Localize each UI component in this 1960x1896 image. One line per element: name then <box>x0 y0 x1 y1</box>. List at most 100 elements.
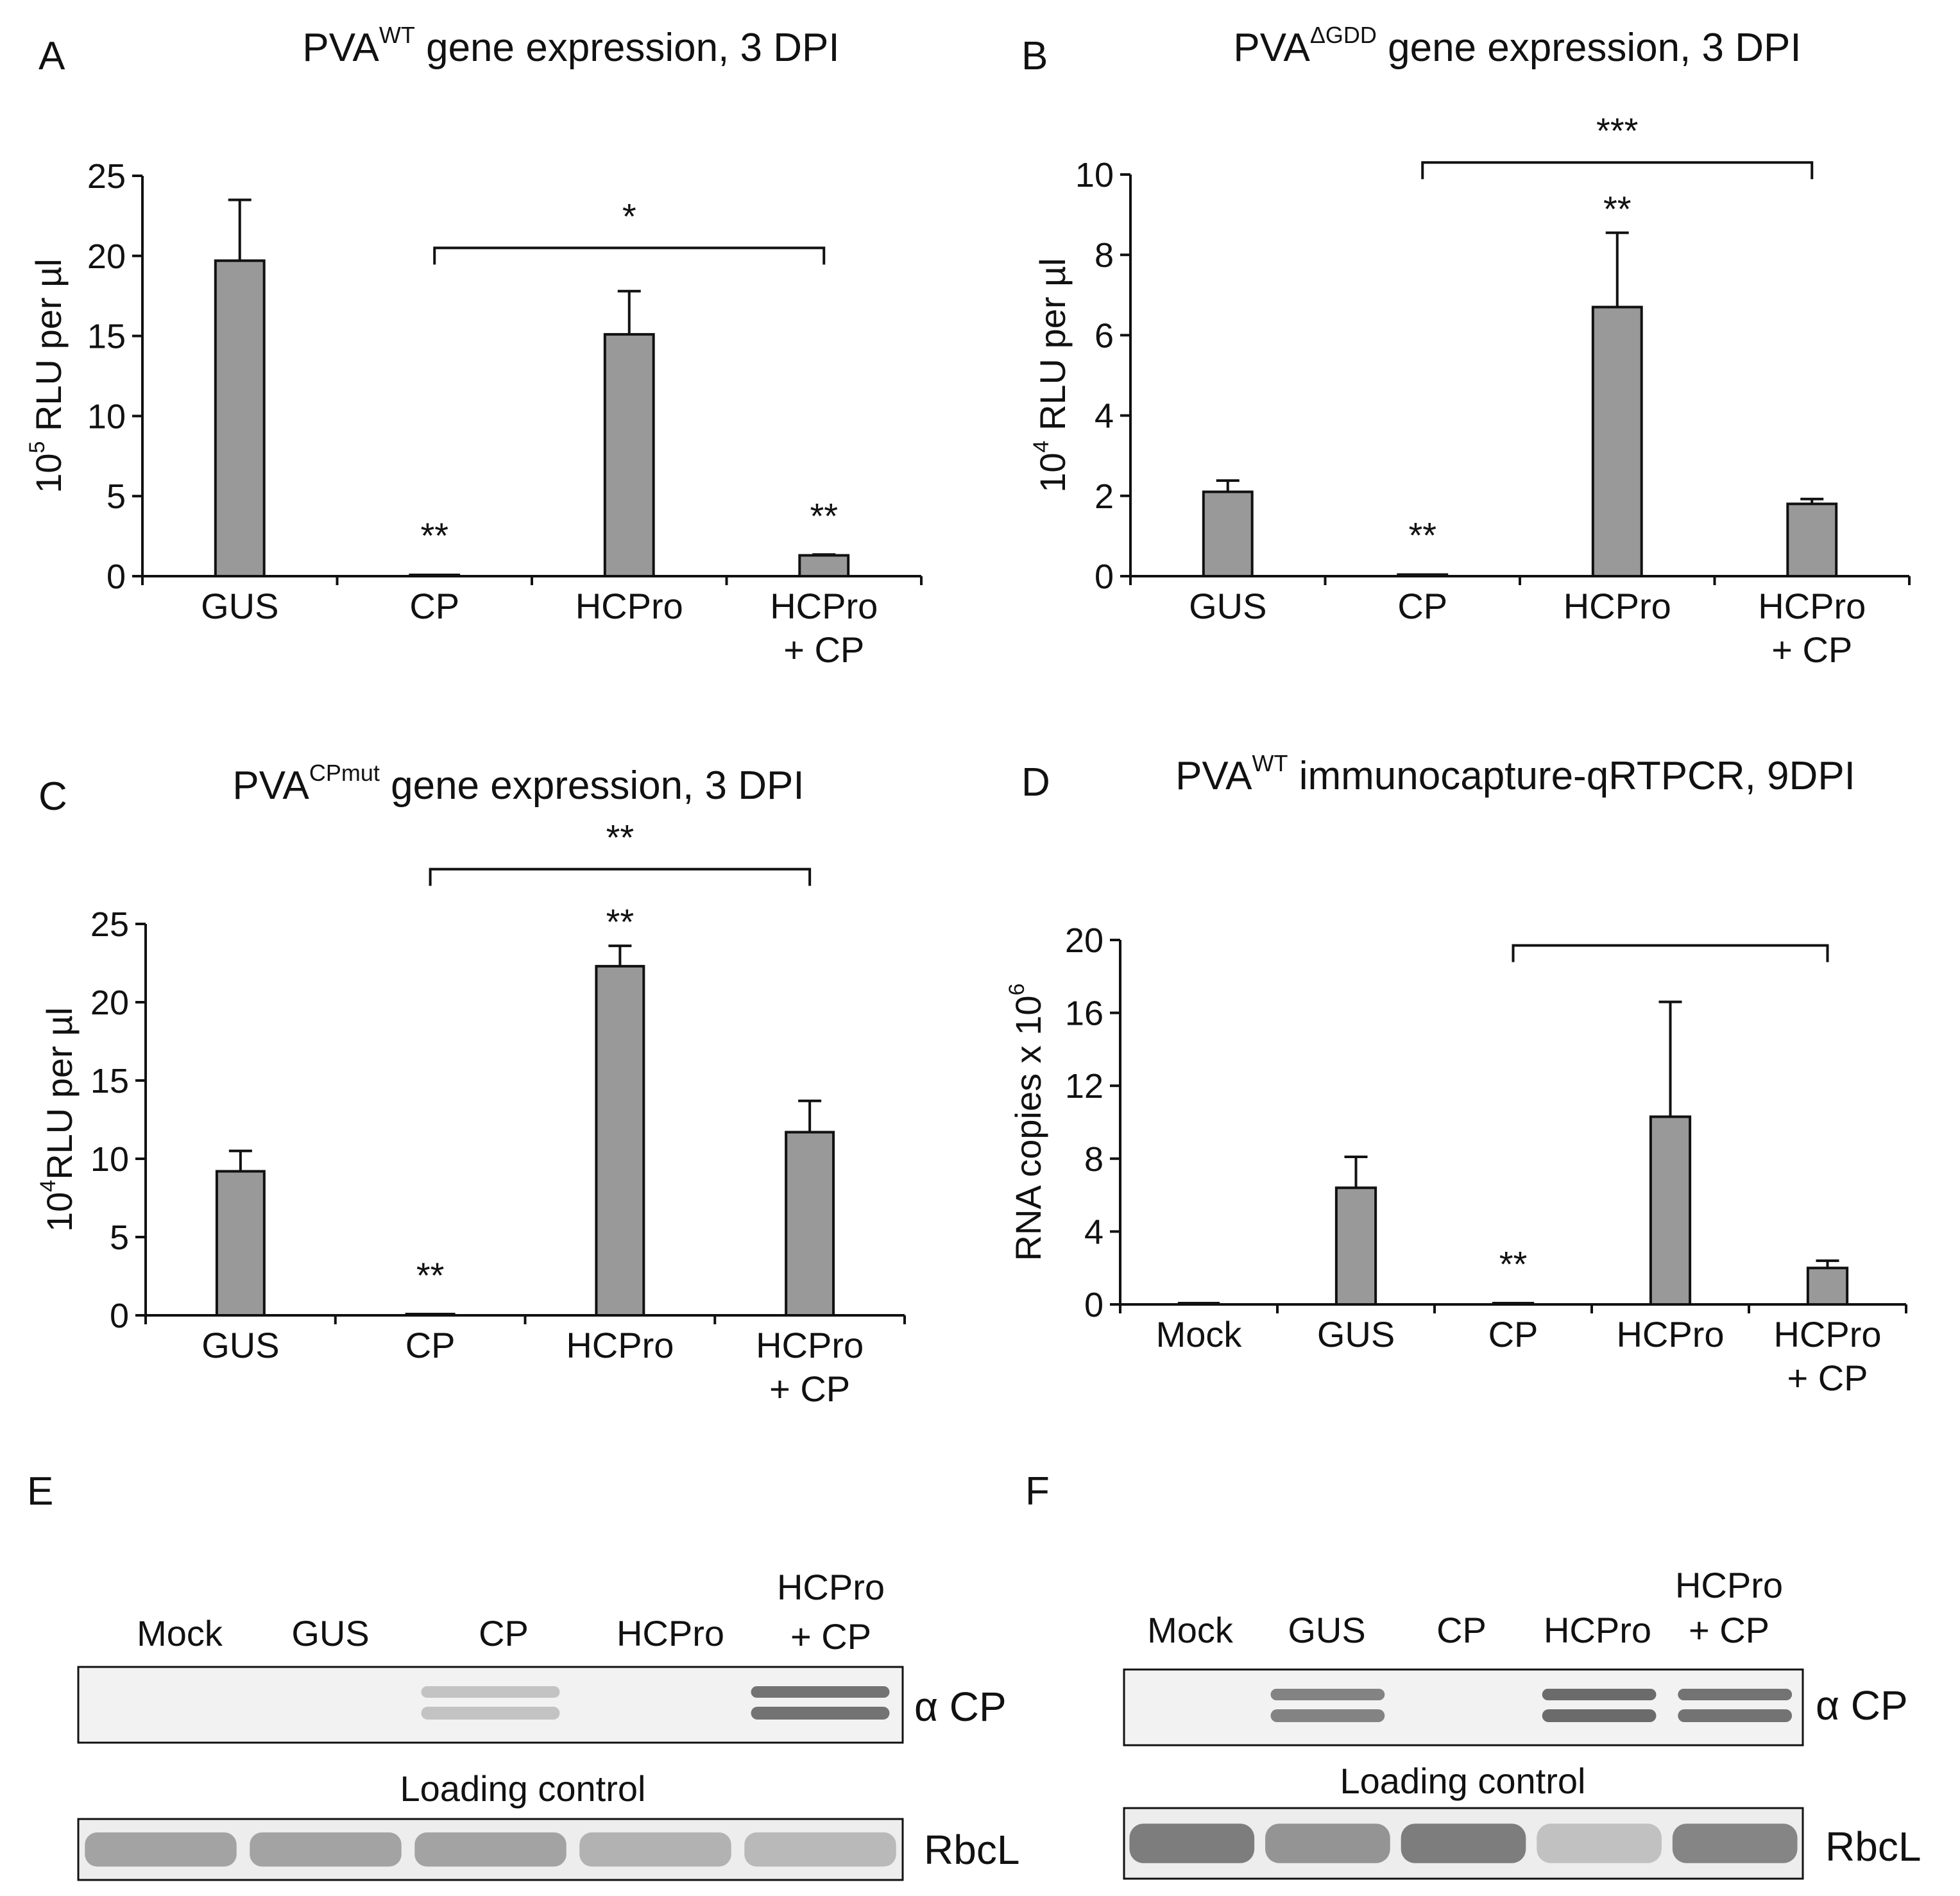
lane-label: CP <box>479 1613 529 1653</box>
blot-antibody-label: α CP <box>1816 1682 1908 1729</box>
cp-band <box>751 1707 890 1720</box>
y-axis-label: 105 RLU per µl <box>25 259 69 493</box>
chart-title: PVAWT gene expression, 3 DPI <box>302 22 839 70</box>
title-prefix: PVA <box>302 26 379 70</box>
panel-letter: E <box>27 1469 53 1514</box>
blot-antibody-label: α CP <box>914 1684 1007 1730</box>
title-superscript: ΔGDD <box>1310 22 1377 48</box>
y-label-base: 10 <box>1032 452 1073 492</box>
y-tick-label: 2 <box>1095 477 1114 516</box>
comparison-bracket <box>1512 944 1829 962</box>
significance-stars: ** <box>1499 1244 1528 1285</box>
bar <box>1591 305 1643 577</box>
x-tick-label: GUS <box>201 586 278 626</box>
x-tick-label: GUS <box>1317 1314 1395 1354</box>
rbcl-band <box>1129 1823 1255 1863</box>
y-tick-label: 25 <box>87 157 126 196</box>
rbcl-band <box>250 1832 402 1867</box>
significance-stars: ** <box>420 515 448 556</box>
significance-stars: ** <box>1408 515 1436 555</box>
lane-label: Mock <box>1147 1610 1234 1650</box>
panel-D: D PVAWT immunocapture-qRTPCR, 9DPI RNA cop… <box>1005 750 1907 1398</box>
x-tick-label: HCPro <box>1616 1314 1724 1354</box>
panel-letter: C <box>38 774 67 819</box>
bar <box>214 259 266 577</box>
cp-band <box>1270 1709 1385 1722</box>
lane-label: CP <box>1436 1610 1487 1650</box>
title-text: gene expression, 3 DPI <box>415 26 840 70</box>
x-tick-label: CP <box>405 1325 456 1365</box>
y-axis-label: 104RLU per µl <box>36 1007 80 1232</box>
rbcl-band <box>579 1832 731 1867</box>
rbcl-band <box>1672 1823 1798 1863</box>
y-label-base: 10 <box>28 453 69 493</box>
y-label-superscript: 5 <box>25 441 49 454</box>
bar <box>1202 490 1254 577</box>
comparison-bracket <box>433 246 826 265</box>
cp-band <box>421 1686 560 1698</box>
x-tick-label: + CP <box>783 629 864 670</box>
title-text: gene expression, 3 DPI <box>1377 26 1802 70</box>
x-tick-label: CP <box>1397 586 1447 626</box>
lane-label: + CP <box>790 1616 871 1657</box>
title-prefix: PVA <box>1175 754 1252 798</box>
rbcl-band <box>1401 1823 1526 1863</box>
bar <box>1492 1302 1535 1306</box>
title-text: immunocapture-qRTPCR, 9DPI <box>1288 754 1855 798</box>
x-tick-label: CP <box>409 586 459 626</box>
bracket-stars: ** <box>606 817 635 858</box>
y-axis-label: 104 RLU per µl <box>1029 258 1073 493</box>
lane-label: + CP <box>1689 1610 1769 1650</box>
bar <box>409 574 461 577</box>
bar <box>1177 1302 1220 1306</box>
x-tick-label: HCPro <box>770 586 878 626</box>
lane-label: HCPro <box>777 1567 885 1607</box>
cp-band <box>1542 1709 1657 1722</box>
y-tick-label: 20 <box>90 984 129 1022</box>
x-tick-label: HCPro <box>566 1325 674 1365</box>
significance-stars: ** <box>606 901 635 942</box>
x-tick-label: GUS <box>1189 586 1266 626</box>
bracket-stars: * <box>622 196 636 236</box>
chart-title: PVAWT immunocapture-qRTPCR, 9DPI <box>1175 750 1855 798</box>
bar <box>1806 1267 1849 1306</box>
title-superscript: WT <box>379 22 415 48</box>
rbcl-band <box>414 1832 567 1867</box>
y-tick-label: 10 <box>87 397 126 436</box>
lane-label: HCPro <box>1544 1610 1651 1650</box>
bar <box>603 333 655 577</box>
y-tick-label: 5 <box>107 477 126 516</box>
bar <box>1334 1186 1377 1306</box>
bar <box>785 1131 835 1317</box>
loading-band-label: RbcL <box>1825 1823 1921 1870</box>
y-tick-label: 15 <box>87 318 126 356</box>
title-superscript: CPmut <box>309 760 380 786</box>
y-tick-label: 25 <box>90 905 129 944</box>
y-label-superscript: 4 <box>36 1180 60 1192</box>
title-prefix: PVA <box>1233 26 1310 70</box>
significance-stars: ** <box>416 1255 445 1295</box>
x-tick-label: + CP <box>1771 629 1852 670</box>
bar <box>1649 1115 1692 1306</box>
x-tick-label: CP <box>1488 1314 1538 1354</box>
panel-E: E Mock GUS CP HCPro HCPro + CP α CP Loading cont… <box>27 1469 1019 1881</box>
x-tick-label: + CP <box>1787 1358 1868 1398</box>
y-tick-label: 8 <box>1095 236 1114 275</box>
blot-strip <box>1123 1668 1804 1747</box>
lane-label: Mock <box>137 1613 223 1653</box>
chart-title: PVAΔGDD gene expression, 3 DPI <box>1233 22 1801 70</box>
bracket-stars: *** <box>1596 110 1638 151</box>
lane-label: GUS <box>291 1613 369 1653</box>
y-tick-label: 0 <box>110 1297 129 1335</box>
bar <box>595 964 645 1317</box>
y-tick-label: 20 <box>87 237 126 276</box>
y-tick-label: 5 <box>110 1218 129 1257</box>
significance-stars: ** <box>1603 189 1632 229</box>
x-tick-label: + CP <box>769 1369 850 1409</box>
x-tick-label: Mock <box>1156 1314 1243 1354</box>
significance-stars: ** <box>810 496 838 536</box>
title-text: gene expression, 3 DPI <box>380 764 805 808</box>
